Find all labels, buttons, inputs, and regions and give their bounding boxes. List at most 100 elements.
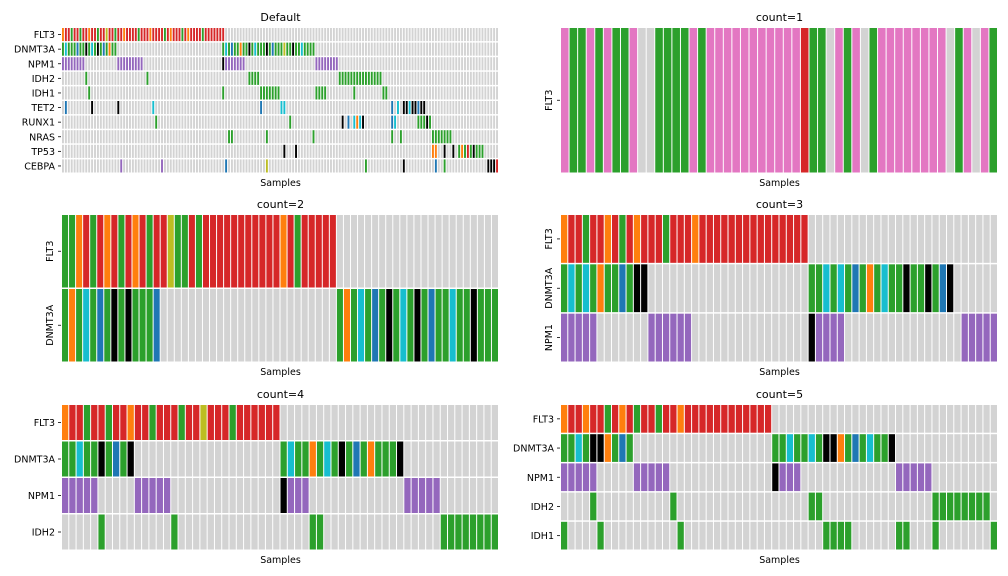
sample-cell: [452, 71, 455, 85]
sample-cell: [411, 514, 418, 550]
sample-cell: [335, 57, 338, 71]
sample-cell: [350, 115, 353, 129]
sample-cell: [271, 159, 274, 173]
sample-cell: [230, 86, 233, 100]
sample-cell: [845, 434, 852, 462]
sample-cell: [364, 57, 367, 71]
sample-cell: [431, 115, 434, 129]
sample-cell: [236, 130, 239, 144]
sample-cell: [434, 28, 437, 42]
sample-cell: [426, 514, 433, 550]
sample-cell: [181, 71, 184, 85]
sample-cell: [786, 215, 794, 263]
sample-cell: [198, 159, 201, 173]
sample-cell: [452, 42, 455, 56]
sample-cell: [131, 144, 134, 158]
sample-cell: [166, 101, 169, 115]
sample-cell: [376, 71, 379, 85]
sample-cell: [772, 463, 779, 492]
gene-label: FLT3: [34, 30, 55, 41]
sample-cell: [429, 42, 431, 56]
sample-cell: [196, 115, 198, 129]
sample-cell: [239, 71, 242, 85]
sample-cell: [347, 42, 350, 56]
sample-cell: [102, 28, 105, 42]
sample-cell: [961, 492, 968, 521]
sample-cell: [207, 86, 210, 100]
sample-cell: [379, 159, 382, 173]
sample-cell: [830, 434, 837, 462]
sample-cell: [213, 101, 216, 115]
sample-cell: [309, 115, 312, 129]
sample-cell: [367, 441, 375, 477]
sample-cell: [815, 215, 823, 263]
sample-cell: [315, 115, 318, 129]
sample-cell: [96, 57, 99, 71]
sample-cell: [98, 514, 105, 550]
sample-cell: [568, 313, 575, 362]
sample-cell: [455, 101, 458, 115]
sample-cell: [452, 130, 455, 144]
sample-cell: [478, 86, 481, 100]
sample-cell: [190, 101, 193, 115]
sample-cell: [76, 514, 83, 550]
sample-cell: [73, 115, 76, 129]
sample-cell: [315, 101, 318, 115]
sample-cell: [257, 130, 260, 144]
sample-cell: [772, 215, 779, 263]
sample-cell: [823, 434, 830, 462]
sample-cell: [426, 159, 429, 173]
sample-cell: [397, 159, 399, 173]
sample-cell: [163, 478, 171, 513]
sample-cell: [292, 71, 295, 85]
sample-cell: [881, 463, 888, 492]
sample-cell: [338, 405, 346, 440]
sample-cell: [461, 130, 464, 144]
sample-cell: [408, 42, 411, 56]
sample-cell: [178, 101, 181, 115]
sample-cell: [207, 159, 210, 173]
sample-cell: [794, 264, 801, 313]
sample-cell: [830, 521, 837, 550]
sample-cell: [852, 405, 859, 433]
sample-cell: [496, 144, 498, 158]
sample-cell: [91, 115, 94, 129]
sample-cell: [672, 28, 680, 173]
sample-cell: [932, 492, 939, 521]
sample-cell: [405, 86, 408, 100]
sample-cell: [187, 42, 190, 56]
sample-cell: [88, 71, 91, 85]
sample-cell: [461, 144, 464, 158]
sample-cell: [139, 215, 146, 288]
sample-cell: [362, 71, 364, 85]
sample-cell: [143, 159, 146, 173]
sample-cell: [367, 28, 370, 42]
sample-cell: [684, 521, 692, 550]
sample-cell: [449, 215, 456, 288]
sample-cell: [321, 101, 324, 115]
x-axis-label: Samples: [759, 367, 800, 378]
sample-cell: [67, 159, 70, 173]
sample-cell: [757, 492, 764, 521]
sample-cell: [201, 86, 204, 100]
sample-cell: [478, 130, 481, 144]
track-row: [62, 86, 498, 100]
sample-cell: [367, 405, 375, 440]
sample-cell: [968, 492, 976, 521]
sample-cell: [271, 28, 274, 42]
sample-cell: [350, 101, 353, 115]
sample-cell: [699, 463, 706, 492]
sample-cell: [131, 71, 134, 85]
sample-cell: [461, 86, 464, 100]
sample-cell: [338, 130, 341, 144]
sample-cell: [214, 514, 222, 550]
sample-cell: [405, 71, 408, 85]
sample-cell: [283, 71, 286, 85]
sample-cell: [312, 71, 315, 85]
sample-cell: [149, 86, 152, 100]
sample-cell: [963, 28, 972, 173]
sample-cell: [597, 521, 604, 550]
sample-cell: [273, 478, 280, 513]
sample-cell: [800, 28, 809, 173]
sample-cell: [321, 130, 324, 144]
